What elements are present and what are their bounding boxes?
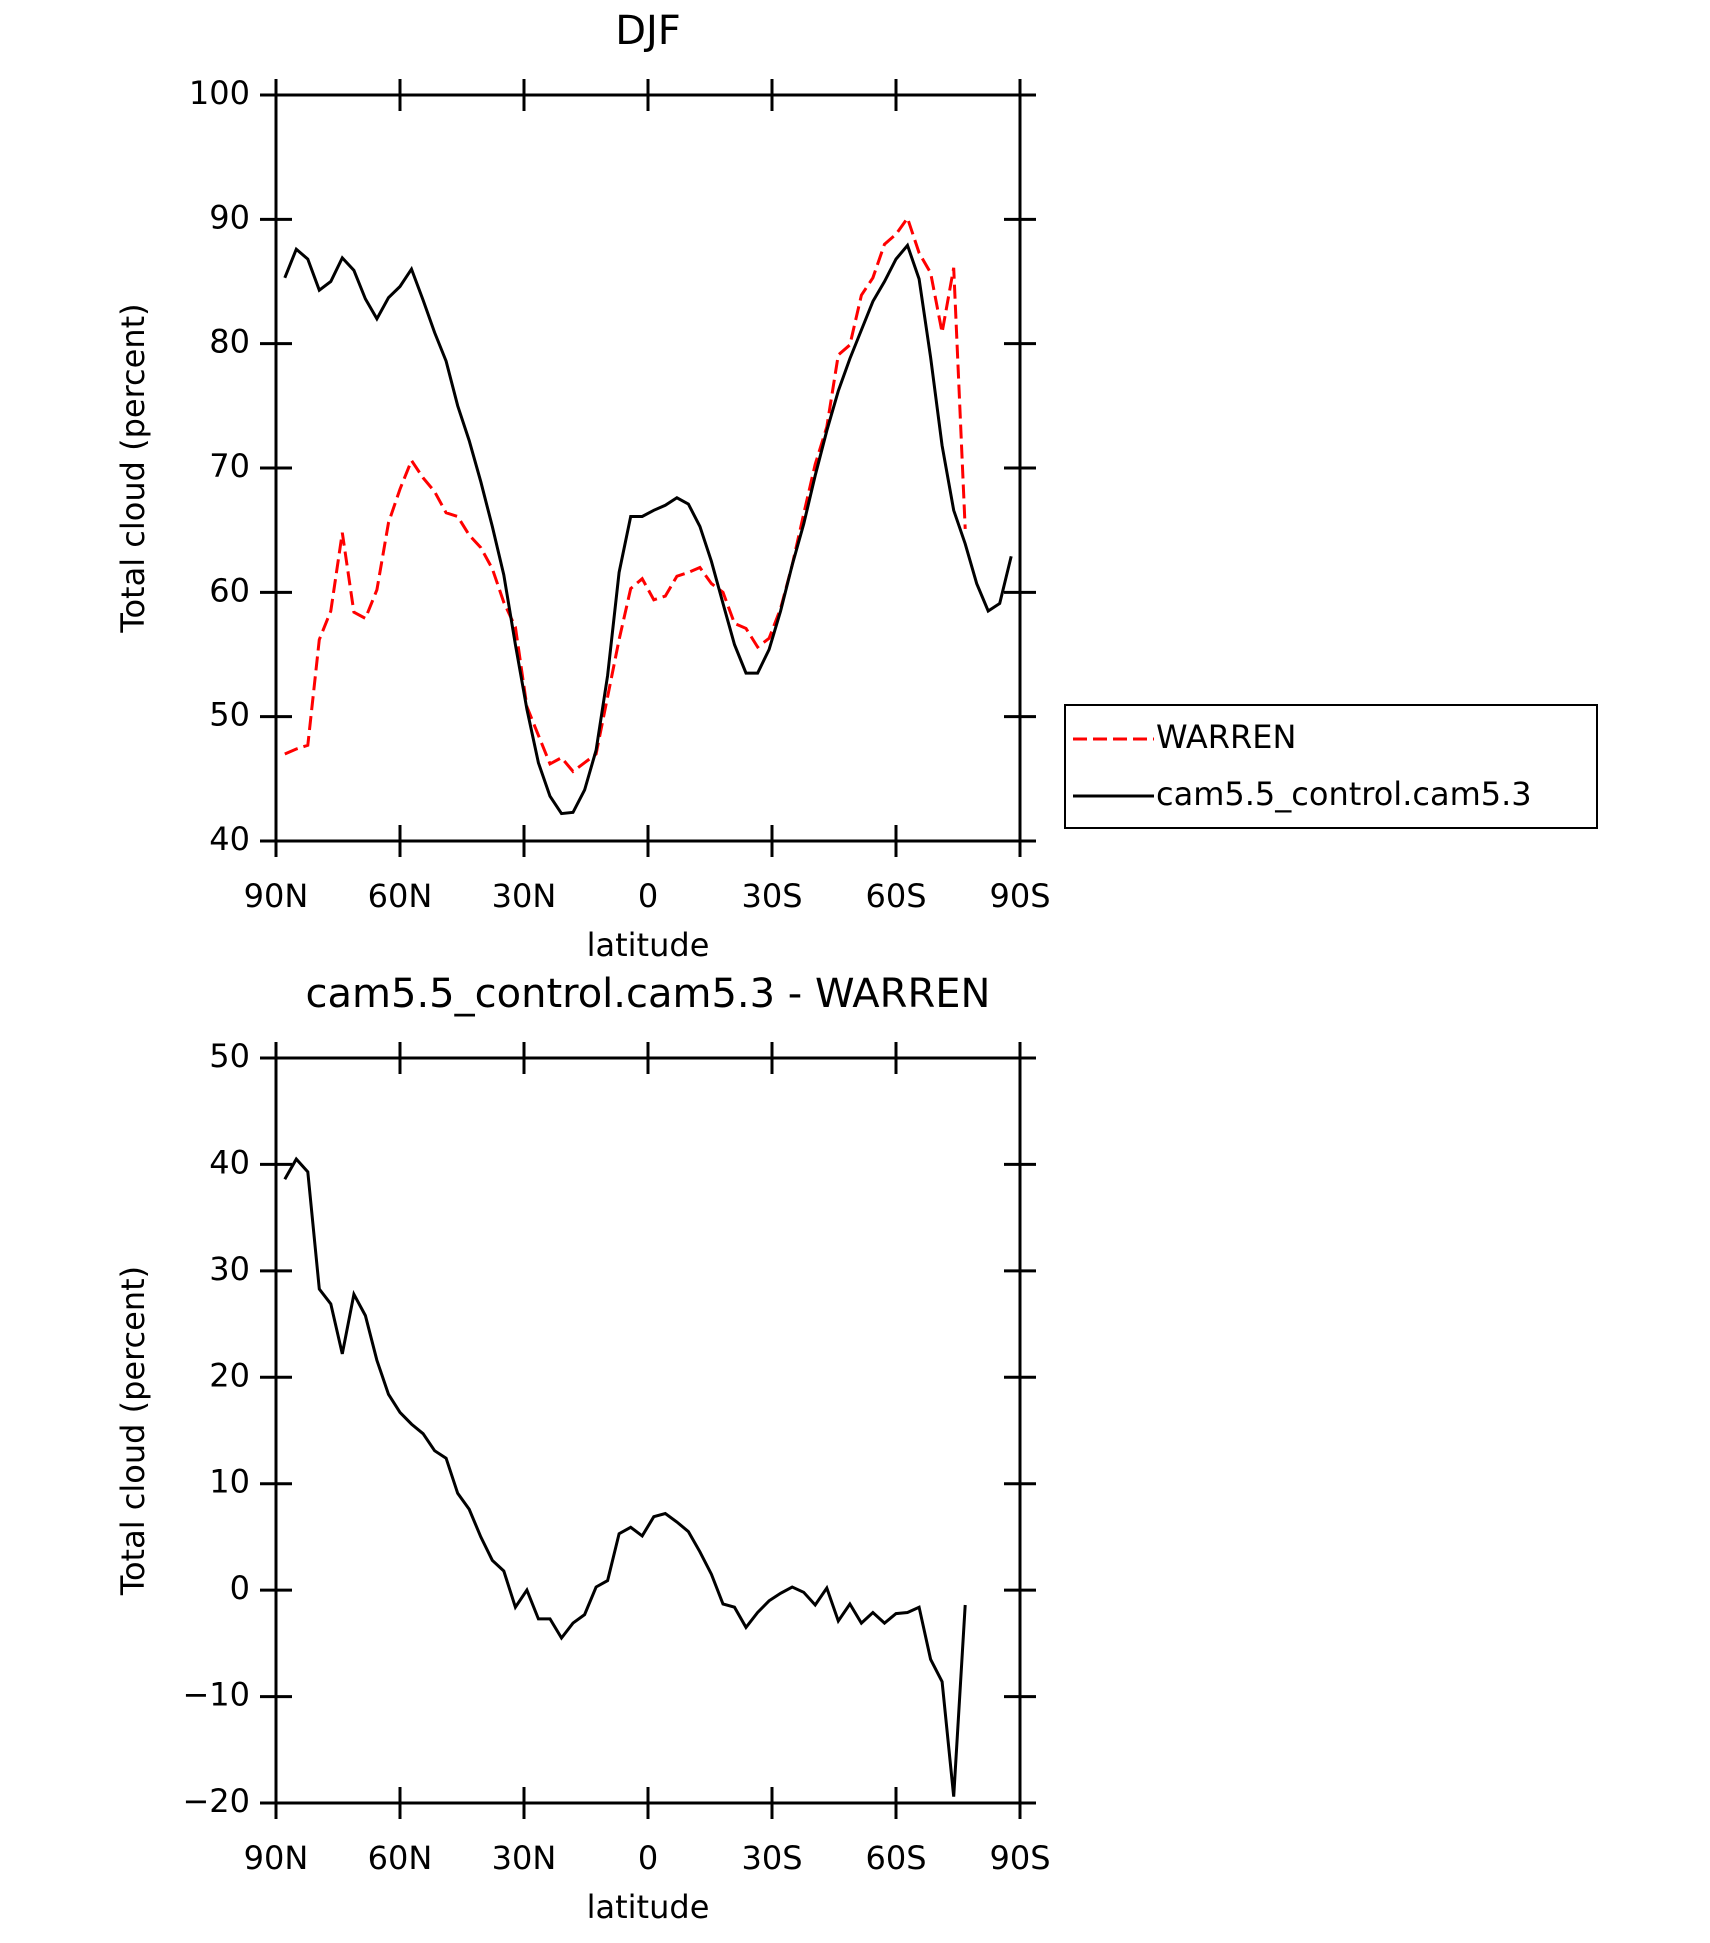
y-tick-label: −10 <box>182 1676 250 1714</box>
x-tick-label: 90S <box>989 877 1050 915</box>
y-tick-label: 20 <box>209 1356 250 1394</box>
x-tick-label: 60S <box>865 1839 926 1877</box>
x-tick-label: 30N <box>492 877 557 915</box>
x-tick-label: 90N <box>244 877 309 915</box>
x-axis-label: latitude <box>587 1888 710 1926</box>
x-tick-label: 0 <box>638 1839 658 1877</box>
x-tick-label: 30S <box>741 1839 802 1877</box>
y-tick-label: 40 <box>209 820 250 858</box>
data-line <box>283 1156 967 1797</box>
x-tick-label: 30S <box>741 877 802 915</box>
x-tick-label: 30N <box>492 1839 557 1877</box>
x-tick-label: 60N <box>368 1839 433 1877</box>
y-axis-label: Total cloud (percent) <box>114 1266 152 1596</box>
chart-title: DJF <box>615 8 681 54</box>
plot-frame <box>274 93 1022 843</box>
x-tick-label: 90N <box>244 1839 309 1877</box>
y-tick-label: 50 <box>209 1037 250 1075</box>
y-tick-label: 0 <box>230 1569 250 1607</box>
y-tick-label: 30 <box>209 1250 250 1288</box>
x-tick-label: 90S <box>989 1839 1050 1877</box>
y-tick-label: 60 <box>209 571 250 609</box>
data-line <box>283 242 1013 816</box>
y-tick-label: −20 <box>182 1782 250 1820</box>
legend-label: cam5.5_control.cam5.3 <box>1156 775 1532 813</box>
chart-title: cam5.5_control.cam5.3 - WARREN <box>306 971 991 1017</box>
legend-label: WARREN <box>1156 718 1296 756</box>
y-tick-label: 40 <box>209 1143 250 1181</box>
x-axis-label: latitude <box>587 926 710 964</box>
y-axis-label: Total cloud (percent) <box>114 303 152 633</box>
y-tick-label: 100 <box>189 74 250 112</box>
y-tick-label: 50 <box>209 696 250 734</box>
legend-box <box>1064 704 1598 829</box>
y-tick-label: 70 <box>209 447 250 485</box>
data-line <box>284 214 967 774</box>
y-tick-label: 10 <box>209 1463 250 1501</box>
x-tick-label: 60S <box>865 877 926 915</box>
x-tick-label: 0 <box>638 877 658 915</box>
x-tick-label: 60N <box>368 877 433 915</box>
plot-frame <box>274 1056 1022 1805</box>
y-tick-label: 90 <box>209 198 250 236</box>
y-tick-label: 80 <box>209 323 250 361</box>
